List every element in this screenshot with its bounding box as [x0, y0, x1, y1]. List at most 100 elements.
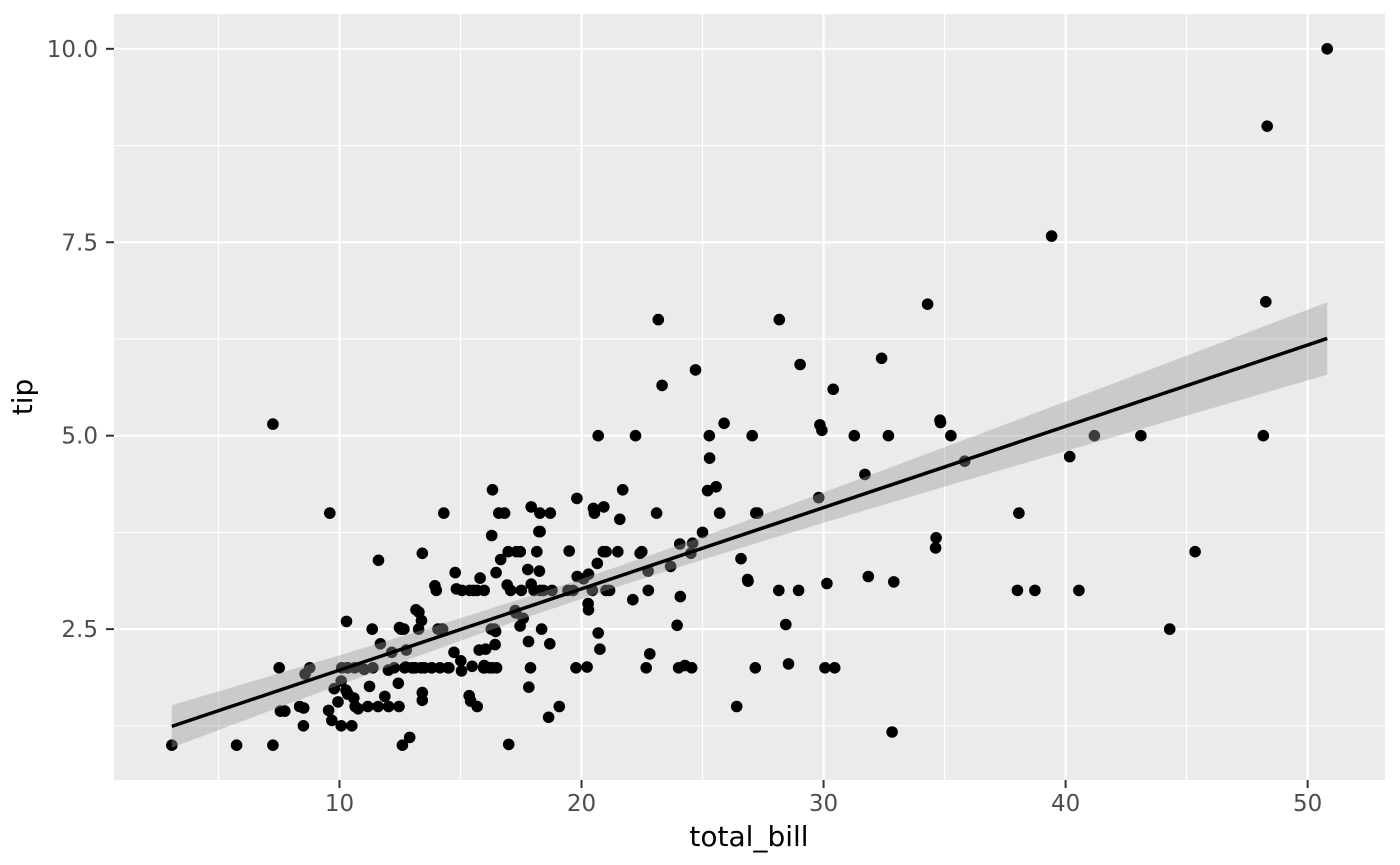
- confidence-ribbon-layer: [171, 302, 1328, 748]
- data-point: [297, 720, 310, 732]
- data-point: [600, 584, 612, 597]
- data-point: [273, 662, 286, 674]
- data-point: [324, 507, 336, 519]
- data-point: [821, 577, 833, 590]
- regression-line: [171, 336, 1328, 729]
- data-point: [612, 545, 624, 558]
- data-point: [479, 643, 492, 655]
- data-point: [553, 700, 566, 713]
- data-point: [449, 566, 462, 579]
- data-point: [406, 662, 418, 674]
- data-point: [592, 429, 604, 442]
- data-point: [372, 554, 385, 567]
- data-point: [713, 507, 726, 519]
- data-point: [293, 700, 306, 713]
- scatter-points-layer: [166, 43, 1333, 751]
- data-point: [782, 658, 795, 670]
- data-point: [674, 538, 686, 550]
- data-point: [1261, 120, 1273, 132]
- data-point: [827, 383, 839, 396]
- data-point: [279, 705, 291, 717]
- data-point: [703, 429, 716, 442]
- data-point: [523, 681, 535, 693]
- data-point: [544, 638, 556, 650]
- y-tick-label: 2.5: [61, 617, 98, 643]
- data-point: [374, 638, 387, 650]
- data-point: [862, 570, 875, 583]
- data-point: [640, 662, 652, 674]
- data-point: [522, 563, 534, 576]
- data-point: [525, 578, 537, 590]
- data-point: [1063, 450, 1076, 463]
- data-point: [581, 661, 593, 673]
- data-point: [388, 662, 401, 674]
- data-point: [522, 635, 535, 648]
- data-point: [267, 739, 279, 751]
- data-point: [614, 513, 626, 526]
- data-point: [448, 646, 460, 659]
- data-point: [703, 452, 716, 464]
- x-tick-label: 40: [1051, 791, 1080, 817]
- data-point: [1257, 429, 1270, 442]
- x-tick-label: 10: [325, 791, 354, 817]
- data-point: [794, 358, 806, 371]
- x-tick-label: 30: [809, 791, 838, 817]
- x-axis-tick-labels: 10 20 30 40 50: [325, 791, 1322, 817]
- data-point: [352, 703, 364, 715]
- data-point: [792, 584, 805, 597]
- data-point: [340, 615, 353, 628]
- data-point: [1088, 429, 1101, 442]
- y-tick-label: 10.0: [47, 37, 98, 63]
- data-point: [502, 738, 515, 751]
- data-point: [493, 507, 505, 519]
- x-tick-label: 50: [1293, 791, 1322, 817]
- data-point: [471, 700, 484, 713]
- data-point: [524, 662, 537, 674]
- data-point: [1189, 545, 1201, 558]
- data-point: [751, 507, 764, 519]
- data-point: [652, 313, 665, 326]
- data-point: [490, 566, 502, 579]
- data-point: [656, 379, 668, 392]
- data-point: [819, 662, 831, 674]
- data-point: [346, 720, 358, 732]
- data-point: [455, 655, 467, 667]
- data-point: [592, 627, 604, 639]
- data-point: [328, 682, 341, 695]
- data-point: [267, 418, 279, 430]
- data-point: [671, 619, 683, 632]
- minor-gridlines: [114, 14, 1385, 780]
- data-point: [542, 711, 555, 724]
- data-point: [366, 623, 379, 635]
- axis-tick-marks: [106, 47, 1309, 788]
- data-point: [533, 565, 546, 577]
- data-point: [416, 694, 429, 707]
- data-point: [412, 623, 425, 635]
- data-point: [1011, 584, 1024, 597]
- data-point: [629, 429, 642, 442]
- plot-panel-background: [114, 14, 1385, 780]
- y-tick-label: 5.0: [61, 424, 98, 450]
- data-point: [689, 364, 702, 376]
- data-point: [485, 529, 498, 542]
- data-point: [442, 662, 454, 674]
- data-point: [921, 298, 934, 311]
- data-point: [882, 429, 895, 442]
- data-point: [484, 662, 496, 674]
- data-point: [230, 739, 243, 751]
- data-point: [588, 507, 601, 519]
- data-point: [535, 623, 548, 635]
- data-point: [701, 484, 714, 497]
- data-point: [358, 663, 371, 676]
- data-point: [591, 557, 604, 570]
- confidence-ribbon: [171, 302, 1328, 748]
- data-point: [485, 623, 498, 635]
- data-point: [780, 618, 792, 631]
- data-point: [730, 700, 743, 713]
- data-point: [570, 662, 582, 674]
- data-point: [650, 507, 663, 519]
- data-point: [322, 704, 335, 717]
- data-point: [598, 501, 610, 513]
- data-point: [749, 662, 762, 674]
